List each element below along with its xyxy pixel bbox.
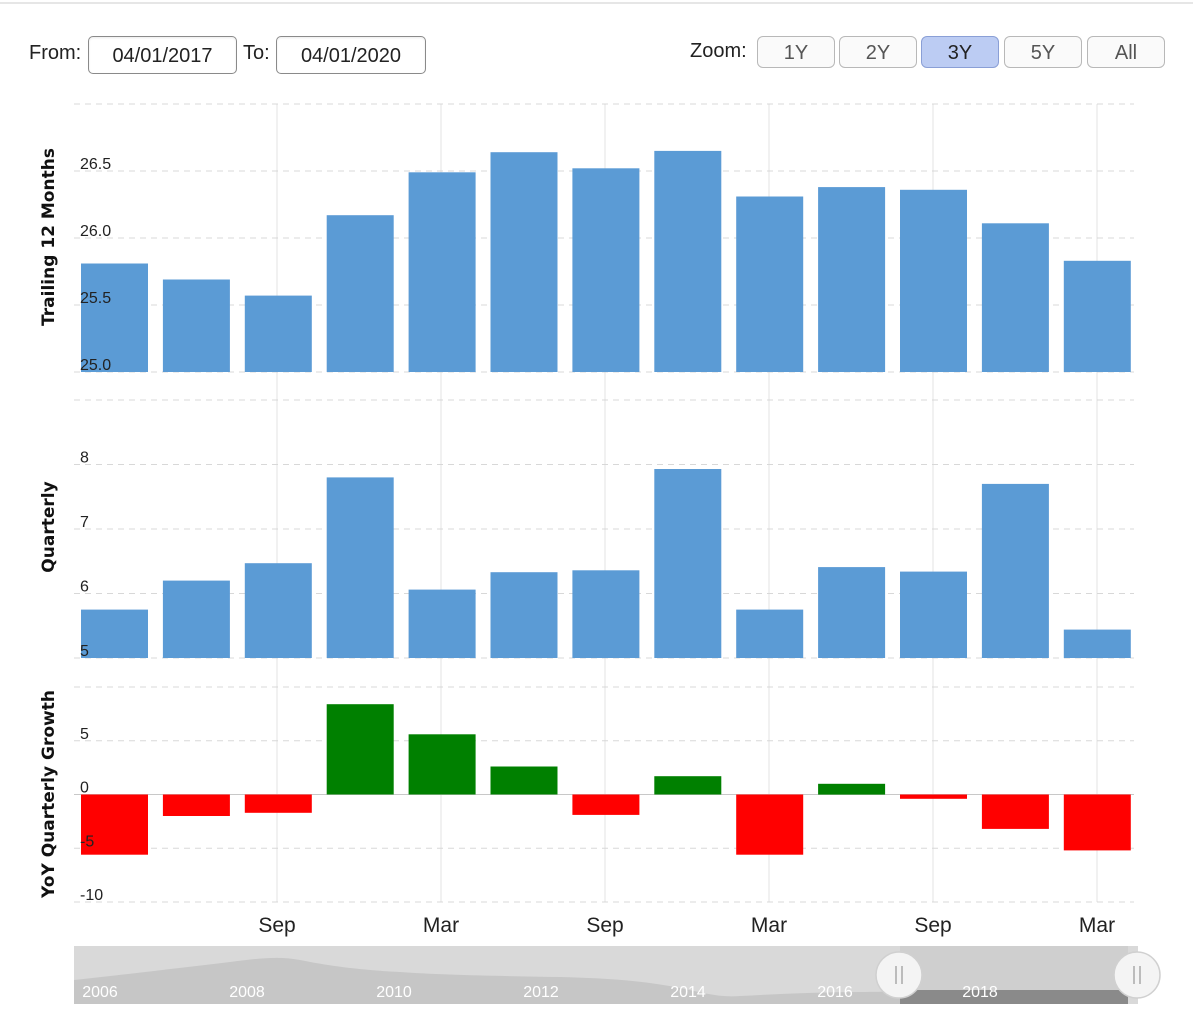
navigator-left-handle[interactable] [875, 951, 923, 999]
bar [981, 483, 1049, 658]
bar [244, 295, 312, 372]
axis-layer: 25.0 25.5 26.0 26.5 Trailing 12 Months 5 6 7 8 Qu… [39, 148, 1115, 937]
bar [818, 567, 886, 658]
x-tick-label: Mar [751, 914, 787, 937]
bar [736, 794, 804, 855]
navigator-year-label: 2010 [376, 984, 412, 1001]
bar [981, 223, 1049, 372]
y-tick-label: 5 [80, 643, 89, 660]
bar [244, 794, 312, 813]
zoom-5y-button[interactable]: 5Y [1004, 36, 1082, 68]
bars-layer [81, 150, 1131, 855]
bar [736, 609, 804, 658]
y-tick-label: 26.5 [80, 156, 111, 173]
bar [162, 279, 230, 372]
y-tick-label: 8 [80, 450, 89, 467]
from-label: From: [29, 42, 82, 64]
zoom-1y-button[interactable]: 1Y [757, 36, 835, 68]
y-axis-title: Quarterly [39, 481, 59, 572]
bar [81, 263, 148, 372]
y-tick-label: 26.0 [80, 223, 111, 240]
from-date-input[interactable]: 04/01/2017 [88, 36, 237, 74]
grip-lines-icon [895, 966, 903, 984]
to-date-input[interactable]: 04/01/2020 [276, 36, 426, 74]
zoom-all-button[interactable]: All [1087, 36, 1165, 68]
navigator-year-label: 2012 [523, 984, 559, 1001]
y-axis-title: Trailing 12 Months [39, 148, 59, 326]
bar [162, 794, 230, 816]
bar [572, 794, 640, 815]
bar [244, 563, 312, 658]
y-tick-label: 25.5 [80, 290, 111, 307]
y-tick-label: 0 [80, 780, 89, 797]
bar [490, 766, 558, 795]
y-tick-label: 25.0 [80, 357, 111, 374]
bar [572, 168, 640, 372]
x-tick-label: Mar [1079, 914, 1115, 937]
bar [900, 794, 967, 799]
x-tick-label: Mar [423, 914, 459, 937]
x-tick-label: Sep [586, 914, 623, 937]
y-tick-label: 6 [80, 579, 89, 596]
bar [490, 152, 558, 372]
bar [818, 187, 886, 372]
to-label: To: [243, 42, 270, 64]
navigator-year-label: 2006 [82, 984, 118, 1001]
x-tick-label: Sep [258, 914, 295, 937]
bar [326, 704, 394, 795]
navigator-selected-series [900, 990, 1128, 1004]
grip-lines-icon [1133, 966, 1141, 984]
bar [1063, 260, 1131, 372]
navigator-year-label: 2014 [670, 984, 706, 1001]
zoom-2y-button[interactable]: 2Y [839, 36, 917, 68]
bar [900, 189, 967, 372]
bar [900, 571, 967, 658]
bar [162, 580, 230, 658]
bar [1063, 794, 1131, 851]
bar [326, 215, 394, 372]
y-tick-label: 5 [80, 726, 89, 743]
bar [408, 734, 476, 795]
bar [81, 794, 148, 855]
bar [981, 794, 1049, 829]
bar [654, 469, 722, 658]
zoom-3y-button[interactable]: 3Y [921, 36, 999, 68]
y-tick-label: -10 [80, 887, 103, 904]
top-divider [0, 2, 1193, 4]
navigator[interactable]: 2006 2008 2010 2012 2014 2016 2018 [74, 946, 1161, 1004]
y-axis-title: YoY Quarterly Growth [39, 690, 59, 899]
navigator-year-label: 2008 [229, 984, 265, 1001]
bar [490, 572, 558, 658]
y-tick-label: -5 [80, 833, 94, 850]
bar [654, 776, 722, 795]
bar [408, 589, 476, 658]
bar [736, 196, 804, 372]
bar [818, 783, 886, 795]
navigator-series-area [74, 957, 1128, 1004]
bar [572, 570, 640, 658]
bar [326, 477, 394, 658]
bar [81, 609, 148, 658]
x-tick-label: Sep [914, 914, 951, 937]
bar [654, 150, 722, 372]
y-tick-label: 7 [80, 514, 89, 531]
navigator-right-handle[interactable] [1113, 951, 1161, 999]
zoom-label: Zoom: [690, 40, 747, 62]
navigator-year-label: 2016 [817, 984, 853, 1001]
navigator-year-label: 2018 [962, 984, 998, 1001]
bar [1063, 629, 1131, 658]
bar [408, 172, 476, 372]
